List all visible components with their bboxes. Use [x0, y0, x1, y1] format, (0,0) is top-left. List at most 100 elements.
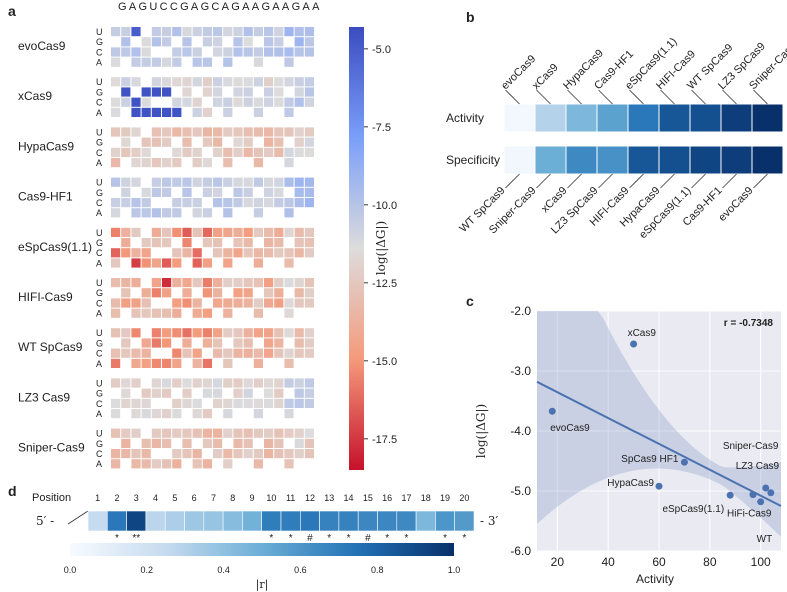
- position-cell: [242, 510, 262, 532]
- heatmap-a-cell: [223, 428, 233, 438]
- scatter-point: [630, 340, 638, 348]
- heatmap-a-cell: [131, 398, 141, 408]
- heatmap-a-cell: [294, 147, 304, 157]
- heatmap-a-cell: [162, 378, 172, 388]
- heatmap-a-cell: [294, 438, 304, 448]
- heatmap-a-cell: [141, 227, 151, 237]
- heatmap-a-cell: [294, 198, 304, 208]
- heatmap-a-cell: [141, 187, 151, 197]
- heatmap-a-cell: [182, 298, 192, 308]
- heatmap-a-cell: [202, 398, 212, 408]
- heatmap-a-cell: [141, 308, 151, 318]
- colorbar-a-tick-label: -12.5: [372, 278, 397, 290]
- heatmap-a-cell: [182, 328, 192, 338]
- heatmap-a-cell: [243, 177, 253, 187]
- label-leader: [722, 173, 737, 189]
- heatmap-a-cell: [151, 438, 161, 448]
- heatmap-a-cell: [111, 308, 121, 318]
- heatmap-a-cell: [141, 358, 151, 368]
- nucleotide-label: A: [96, 359, 102, 369]
- position-cell: [261, 510, 282, 532]
- target-sequence: GAGUCCGAGCAGAAGAAGAA: [118, 1, 322, 13]
- position-cell: [280, 510, 301, 532]
- nucleotide-label: C: [96, 98, 103, 108]
- heatmap-a-cell: [233, 198, 243, 208]
- heatmap-a-cell: [274, 177, 284, 187]
- position-cell: [126, 510, 147, 532]
- heatmap-a-cell: [131, 378, 141, 388]
- heatmap-a-cell: [243, 87, 253, 97]
- heatmap-a-cell: [151, 449, 161, 459]
- heatmap-a-cell: [223, 37, 233, 47]
- position-cell: [338, 510, 359, 532]
- heatmap-a-cell: [304, 398, 314, 408]
- heatmap-a-cell: [111, 409, 121, 419]
- nucleotide-label: U: [96, 77, 103, 87]
- heatmap-a-cell: [121, 358, 131, 368]
- heatmap-a-cell: [131, 449, 141, 459]
- heatmap-a-cell: [233, 227, 243, 237]
- heatmap-a-cell: [151, 348, 161, 358]
- position-number: 11: [286, 493, 295, 503]
- nucleotide-label: G: [96, 338, 103, 348]
- heatmap-a-cell: [131, 27, 141, 37]
- heatmap-a-cell: [213, 308, 223, 318]
- x-tick-label: 20: [551, 555, 565, 569]
- heatmap-a-cell: [162, 298, 172, 308]
- heatmap-a-cell: [243, 428, 253, 438]
- heatmap-b-cell: [627, 103, 660, 133]
- heatmap-a-cell: [182, 47, 192, 57]
- heatmap-a-cell: [121, 198, 131, 208]
- nucleotide-label: U: [96, 429, 103, 439]
- heatmap-a-cell: [223, 438, 233, 448]
- heatmap-a-cell: [182, 37, 192, 47]
- row-label-specificity: Specificity: [446, 153, 500, 167]
- heatmap-a-cell: [304, 127, 314, 137]
- heatmap-a-cell: [172, 348, 182, 358]
- heatmap-a-cell: [111, 388, 121, 398]
- heatmap-a-cell: [294, 208, 304, 218]
- scatter-point: [680, 458, 688, 466]
- heatmap-a-cell: [284, 27, 294, 37]
- heatmap-a-cell: [264, 409, 274, 419]
- position-number: 20: [459, 493, 469, 503]
- heatmap-a-cell: [111, 208, 121, 218]
- heatmap-a-cell: [192, 158, 202, 168]
- heatmap-a-cell: [131, 187, 141, 197]
- heatmap-a-cell: [223, 147, 233, 157]
- heatmap-a-cell: [182, 308, 192, 318]
- heatmap-a-cell: [162, 428, 172, 438]
- heatmap-a-cell: [274, 449, 284, 459]
- heatmap-a-cell: [111, 87, 121, 97]
- heatmap-a-cell: [202, 459, 212, 469]
- scatter-point: [762, 484, 770, 492]
- heatmap-a-cell: [223, 97, 233, 107]
- heatmap-a-cell: [172, 97, 182, 107]
- heatmap-a-cell: [264, 258, 274, 268]
- heatmap-a-cell: [131, 57, 141, 67]
- heatmap-a-cell: [182, 428, 192, 438]
- heatmap-a-cell: [213, 238, 223, 248]
- heatmap-a-cell: [151, 238, 161, 248]
- heatmap-a-cell: [202, 438, 212, 448]
- heatmap-a-cell: [151, 47, 161, 57]
- heatmap-a-cell: [264, 438, 274, 448]
- specificity-column-label: evoCas9: [716, 185, 755, 224]
- heatmap-a-cell: [304, 208, 314, 218]
- heatmap-a-cell: [253, 308, 263, 318]
- heatmap-a-cell: [131, 77, 141, 87]
- heatmap-a-cell: [192, 328, 202, 338]
- heatmap-a-cell: [131, 388, 141, 398]
- position-cell: [319, 510, 340, 532]
- heatmap-a-cell: [243, 37, 253, 47]
- heatmap-a-cell: [243, 409, 253, 419]
- heatmap-a-cell: [253, 449, 263, 459]
- heatmap-a-cell: [172, 177, 182, 187]
- heatmap-a-cell: [264, 388, 274, 398]
- heatmap-a-cell: [223, 137, 233, 147]
- heatmap-a-cell: [243, 308, 253, 318]
- heatmap-a-cell: [162, 158, 172, 168]
- heatmap-a-cell: [274, 208, 284, 218]
- heatmap-a-cell: [213, 107, 223, 117]
